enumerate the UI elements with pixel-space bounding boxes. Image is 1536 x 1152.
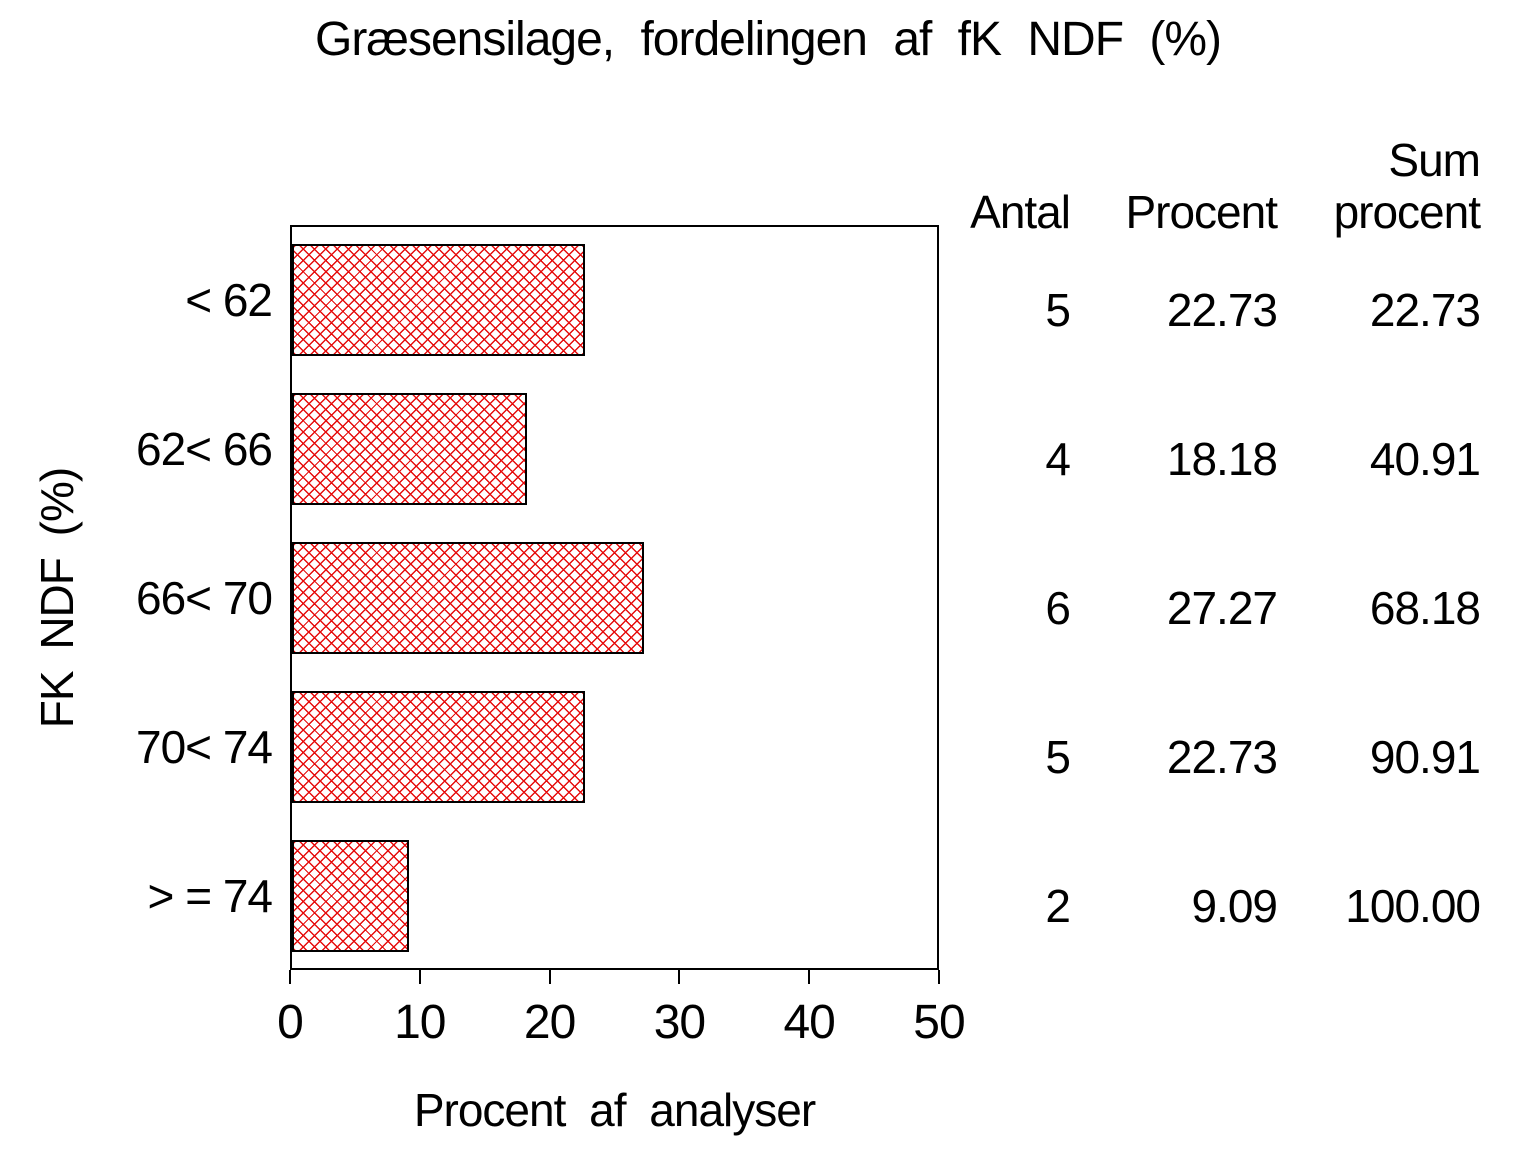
- table-cell-sum: 40.91: [1369, 432, 1481, 485]
- x-tick-mark: [938, 970, 940, 984]
- table-header-sum-line1: Sum: [1388, 134, 1481, 186]
- table-cell-procent: 9.09: [1191, 879, 1278, 932]
- table-cell-sum: 22.73: [1369, 283, 1481, 336]
- table-cell-procent: 22.73: [1166, 730, 1278, 783]
- x-tick-label: 0: [277, 996, 304, 1049]
- table-cell-procent: 18.18: [1166, 432, 1278, 485]
- bar-66< 70: [292, 541, 644, 654]
- category-label: < 62: [185, 273, 273, 326]
- category-label: > = 74: [147, 869, 273, 922]
- chart-title: Græsensilage, fordelingen af fK NDF (%): [314, 13, 1222, 66]
- table-header-procent: Procent: [1125, 186, 1278, 238]
- table-cell-sum: 68.18: [1369, 581, 1481, 634]
- x-tick-label: 50: [913, 996, 965, 1049]
- x-tick-label: 40: [783, 996, 835, 1049]
- x-tick-label: 30: [653, 996, 706, 1049]
- x-tick-label: 10: [394, 996, 446, 1049]
- y-axis-title: FK NDF (%): [31, 467, 83, 729]
- x-tick-mark: [289, 970, 291, 984]
- x-tick-label: 20: [523, 996, 576, 1049]
- table-header-sum-line2: procent: [1333, 186, 1481, 238]
- x-tick-mark: [808, 970, 811, 984]
- table-cell-antal: 5: [1045, 283, 1071, 336]
- category-label: 62< 66: [136, 422, 273, 475]
- category-label: 70< 74: [136, 720, 273, 773]
- table-cell-procent: 27.27: [1166, 581, 1278, 634]
- table-cell-antal: 4: [1045, 432, 1071, 485]
- x-tick-mark: [678, 970, 681, 984]
- bar-62< 66: [292, 392, 527, 505]
- table-cell-sum: 90.91: [1369, 730, 1481, 783]
- x-tick-mark: [418, 970, 421, 984]
- table-cell-antal: 2: [1045, 879, 1071, 932]
- table-cell-antal: 6: [1045, 581, 1071, 634]
- category-label: 66< 70: [136, 571, 273, 624]
- table-cell-procent: 22.73: [1166, 283, 1278, 336]
- bar-> = 74: [292, 839, 409, 952]
- table-cell-sum: 100.00: [1345, 879, 1481, 932]
- bar-< 62: [292, 243, 585, 356]
- x-tick-mark: [548, 970, 551, 984]
- bar-70< 74: [292, 690, 585, 803]
- plot-area: [290, 225, 939, 970]
- table-cell-antal: 5: [1045, 730, 1071, 783]
- x-axis-title: Procent af analyser: [413, 1084, 816, 1136]
- table-header-antal: Antal: [970, 186, 1071, 238]
